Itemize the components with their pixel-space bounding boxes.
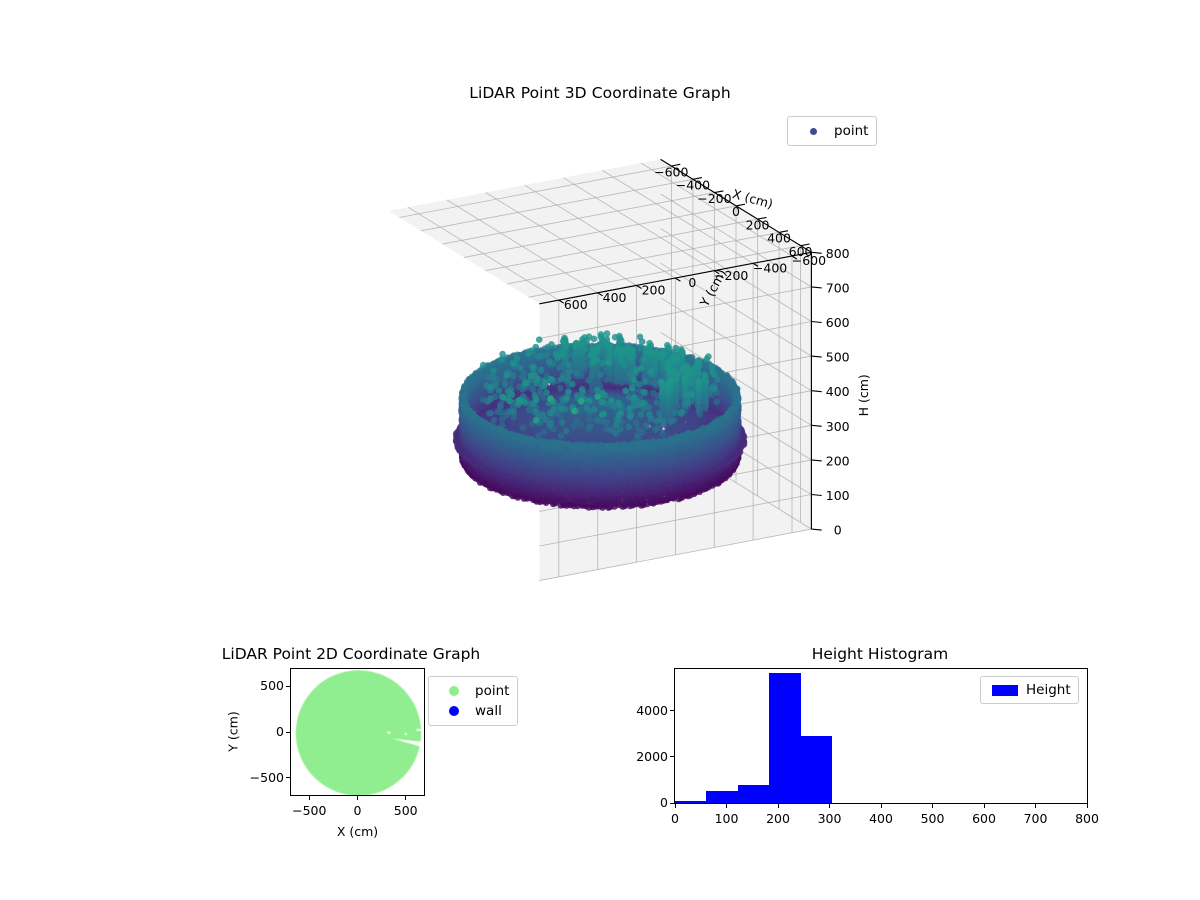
legend-item-height: Height (988, 680, 1071, 700)
histogram-bar (706, 791, 738, 803)
legend-label-point: point (830, 123, 868, 139)
plot2d-ytick (286, 685, 290, 687)
legend-label-height: Height (1022, 682, 1071, 698)
histogram-xtick (983, 804, 985, 808)
histogram-xtick (829, 804, 830, 808)
lidar-2d-axes (290, 668, 425, 796)
histogram-bar (800, 736, 833, 803)
point-marker-icon (437, 686, 471, 696)
plot2d-ytick-label: −500 (232, 770, 284, 785)
histogram-title: Height Histogram (672, 645, 1088, 663)
plot2d-xtick (357, 796, 358, 800)
histogram-xtick (1086, 804, 1088, 808)
legend-label-wall: wall (471, 703, 502, 719)
plot2d-title: LiDAR Point 2D Coordinate Graph (208, 645, 494, 663)
plot2d-ytick-label: 500 (232, 678, 284, 693)
wall-marker-icon (437, 706, 471, 716)
histogram-xtick (1035, 804, 1036, 808)
histogram-ytick (670, 756, 674, 758)
plot2d-xaxis-title: X (cm) (290, 824, 425, 839)
histogram-bar (769, 672, 801, 803)
histogram-xtick (674, 804, 676, 808)
legend-item-point: point (437, 681, 509, 701)
plot2d-ytick (286, 777, 290, 779)
plot2d-legend[interactable]: point wall (428, 676, 519, 726)
histogram-legend[interactable]: Height (980, 676, 1079, 704)
lidar-2d-canvas (291, 669, 424, 795)
histogram-ytick-label: 2000 (612, 749, 668, 764)
plot2d-yaxis-title: Y (cm) (226, 697, 241, 767)
histogram-xtick-label: 800 (1047, 811, 1127, 826)
legend-label-point: point (471, 683, 509, 699)
plot2d-ytick (286, 731, 290, 733)
histogram-bar (737, 784, 770, 803)
histogram-xtick (932, 804, 933, 808)
histogram-ytick (670, 710, 674, 712)
plot3d-title: LiDAR Point 3D Coordinate Graph (0, 84, 1200, 102)
point-marker-icon (796, 127, 830, 135)
height-swatch-icon (988, 684, 1022, 696)
plot3d-legend[interactable]: point (787, 116, 878, 146)
histogram-ytick-label: 4000 (612, 703, 668, 718)
legend-item-wall: wall (437, 701, 509, 721)
histogram-xtick (726, 804, 727, 808)
lidar-3d-axes: −600 −400 −200 0 200 400 600 −600 −400 −200 0 200 40… (300, 120, 1000, 640)
histogram-xtick (777, 804, 779, 808)
histogram-xtick (880, 804, 882, 808)
plot2d-xtick (405, 796, 407, 800)
histogram-ytick (670, 802, 674, 804)
plot2d-xtick (308, 796, 310, 800)
histogram-ytick-label: 0 (612, 795, 668, 810)
lidar-3d-canvas: −600−400−2000200400600−600−400−200020040… (388, 158, 871, 582)
legend-item-point: point (796, 121, 868, 141)
